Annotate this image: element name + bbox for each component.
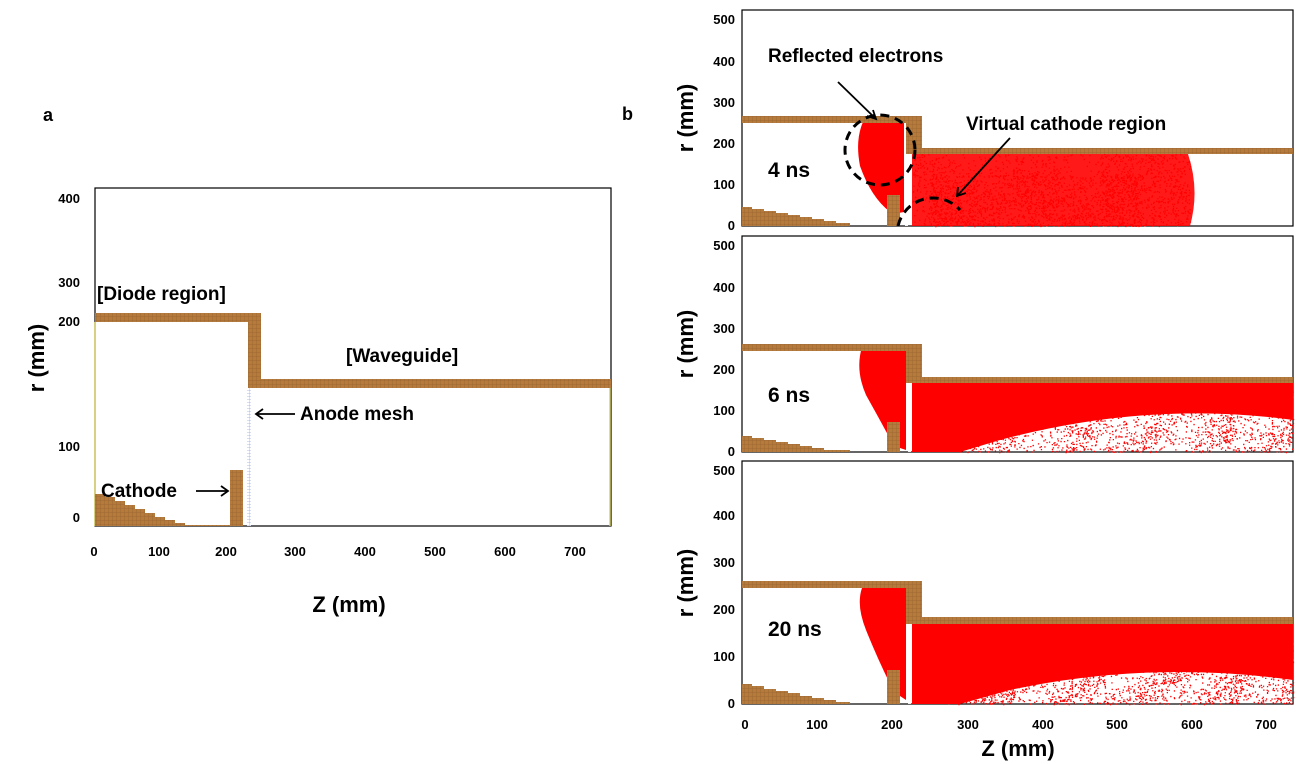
panel-a-x-ticks: 0 100 200 300 400 500 600 700 (90, 544, 585, 559)
diode-region-label: [Diode region] (97, 284, 226, 305)
y-tick: 400 (713, 280, 735, 295)
cathode-arrow (196, 485, 230, 497)
y-tick: 0 (728, 696, 735, 711)
y-tick: 400 (58, 191, 80, 206)
y-tick: 200 (58, 314, 80, 329)
y-tick: 200 (713, 136, 735, 151)
x-tick: 500 (424, 544, 446, 559)
electron-cloud-4ns (858, 122, 1195, 228)
x-tick: 100 (806, 717, 828, 732)
x-tick: 200 (215, 544, 237, 559)
panel-b-x-ticks: 0 100 200 300 400 500 600 700 (741, 717, 1276, 732)
y-tick: 100 (58, 439, 80, 454)
subplot-4ns-y-axis-label: r (mm) (673, 84, 698, 152)
time-label-6ns: 6 ns (768, 384, 810, 407)
y-tick: 300 (713, 555, 735, 570)
y-tick: 300 (58, 275, 80, 290)
time-label-20ns: 20 ns (768, 618, 822, 641)
x-tick: 200 (881, 717, 903, 732)
subplot-6ns-y-axis-label: r (mm) (673, 310, 698, 378)
anode-arrow (254, 408, 295, 420)
x-tick: 600 (494, 544, 516, 559)
x-tick: 0 (90, 544, 97, 559)
subplot-6ns-y-ticks: 500 400 300 200 100 0 (713, 238, 735, 459)
x-tick: 400 (354, 544, 376, 559)
y-tick: 200 (713, 602, 735, 617)
cathode-tip (230, 470, 243, 526)
x-tick: 600 (1181, 717, 1203, 732)
y-tick: 500 (713, 12, 735, 27)
virtual-cathode-arrow (955, 137, 1011, 198)
anode-mesh (247, 388, 251, 526)
virtual-cathode-label: Virtual cathode region (966, 114, 1166, 135)
waveguide-wall (248, 379, 611, 388)
panel-a-y-axis-label: r (mm) (24, 324, 49, 392)
reflected-arrow (837, 81, 878, 121)
y-tick: 300 (713, 95, 735, 110)
y-tick: 0 (728, 218, 735, 233)
x-tick: 500 (1106, 717, 1128, 732)
y-tick: 400 (713, 54, 735, 69)
x-tick: 700 (1255, 717, 1277, 732)
subplot-20ns-y-axis-label: r (mm) (673, 549, 698, 617)
y-tick: 500 (713, 238, 735, 253)
subplot-20ns-geometry (742, 581, 1293, 704)
x-tick: 400 (1032, 717, 1054, 732)
y-tick: 300 (713, 321, 735, 336)
panel-b: b (622, 9, 1295, 761)
subplot-20ns-y-ticks: 500 400 300 200 100 0 (713, 463, 735, 711)
reflected-electrons-circle (843, 113, 917, 187)
panel-a: a 0 100 200 300 400 500 600 700 0 100 20… (24, 105, 612, 617)
y-tick: 500 (713, 463, 735, 478)
waveguide-label: [Waveguide] (346, 346, 458, 367)
anode-mesh-label: Anode mesh (300, 404, 414, 425)
x-tick: 300 (284, 544, 306, 559)
panel-a-y-ticks: 0 100 200 300 400 (58, 191, 80, 525)
virtual-cathode-arc (896, 196, 962, 227)
subplot-4ns-y-ticks: 500 400 300 200 100 0 (713, 12, 735, 233)
cathode-label: Cathode (101, 481, 177, 502)
x-tick: 300 (957, 717, 979, 732)
cathode-base (95, 494, 230, 526)
y-tick: 0 (73, 510, 80, 525)
time-label-4ns: 4 ns (768, 159, 810, 182)
subplot-6ns-geometry (742, 344, 1293, 452)
y-tick: 100 (713, 649, 735, 664)
panel-b-label: b (622, 104, 633, 124)
x-tick: 700 (564, 544, 586, 559)
x-tick: 100 (148, 544, 170, 559)
y-tick: 100 (713, 403, 735, 418)
subplot-4ns-geometry (742, 116, 1293, 226)
panel-a-label: a (43, 105, 54, 125)
x-tick: 0 (741, 717, 748, 732)
reflected-electrons-label: Reflected electrons (768, 46, 943, 67)
electron-cloud-6ns (859, 347, 1295, 454)
step-wall (248, 313, 261, 388)
electron-cloud-20ns (859, 588, 1295, 706)
y-tick: 0 (728, 444, 735, 459)
y-tick: 400 (713, 508, 735, 523)
panel-b-x-axis-label: Z (mm) (981, 736, 1054, 761)
diode-wall (95, 313, 261, 322)
y-tick: 100 (713, 177, 735, 192)
y-tick: 200 (713, 362, 735, 377)
panel-a-x-axis-label: Z (mm) (312, 592, 385, 617)
